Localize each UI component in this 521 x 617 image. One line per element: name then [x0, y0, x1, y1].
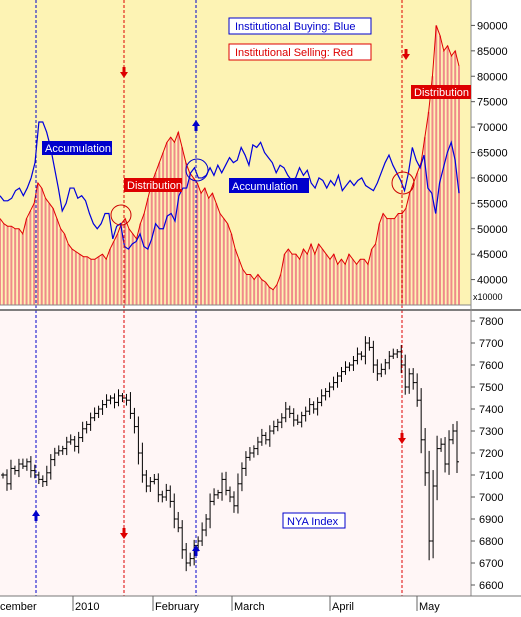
bottom-y-tick-label: 7500	[479, 382, 503, 394]
top-y-tick-label: 65000	[477, 148, 508, 160]
x-axis-label: March	[234, 601, 265, 613]
accumulation-label-1-bg	[42, 141, 112, 155]
accumulation-label-2-bg	[229, 178, 309, 193]
selling-line	[0, 25, 460, 291]
down-arrow-icon	[402, 49, 410, 60]
x-axis-label: April	[332, 601, 354, 613]
bottom-y-tick-label: 7100	[479, 470, 503, 482]
accumulation-label-2: Accumulation	[232, 181, 298, 193]
x-axis-strip	[0, 596, 471, 617]
up-arrow-icon	[32, 510, 40, 521]
down-arrow-icon	[120, 67, 128, 78]
bottom-y-tick-label: 6800	[479, 536, 503, 548]
legend-buying: Institutional Buying: Blue	[235, 21, 355, 33]
legend-selling-box	[228, 43, 372, 61]
distribution-label-2: Distribution	[414, 87, 469, 99]
annotations: Accumulation Distribution Accumulation D…	[42, 85, 471, 226]
top-y-axis: 40000 45000 50000 55000 60000 65000 70000 75000…	[471, 20, 508, 287]
distribution-label-1-bg	[124, 178, 182, 192]
top-y-tick-label: 55000	[477, 198, 508, 210]
selling-bars	[0, 25, 460, 305]
x-axis-label: 2010	[75, 601, 99, 613]
top-y-tick-label: 50000	[477, 224, 508, 236]
bottom-y-tick-label: 7300	[479, 426, 503, 438]
event-markers	[32, 49, 410, 556]
bottom-y-tick-label: 6600	[479, 580, 503, 592]
bottom-y-tick-label: 7400	[479, 404, 503, 416]
bottom-y-tick-label: 7600	[479, 360, 503, 372]
buying-line	[0, 121, 460, 250]
event-lines	[35, 0, 403, 596]
crossover-circle-2	[185, 158, 209, 182]
bottom-y-tick-label: 6700	[479, 558, 503, 570]
nya-legend-box	[282, 512, 346, 529]
nya-legend: NYA Index	[287, 516, 339, 528]
top-y-tick-label: 45000	[477, 249, 508, 261]
x-axis-label: cember	[0, 601, 37, 613]
bottom-y-tick-label: 7000	[479, 492, 503, 504]
distribution-label-2-bg	[411, 85, 471, 99]
down-arrow-icon	[398, 433, 406, 444]
bottom-y-tick-label: 7800	[479, 316, 503, 328]
bottom-panel-background	[0, 310, 471, 596]
bottom-y-tick-label: 6900	[479, 514, 503, 526]
top-y-tick-label: 70000	[477, 122, 508, 134]
top-y-tick-label: 60000	[477, 173, 508, 185]
distribution-label-1: Distribution	[127, 180, 182, 192]
legend-selling: Institutional Selling: Red	[235, 47, 353, 59]
series-lines	[0, 25, 460, 291]
crossover-circle-1	[110, 204, 132, 226]
crossover-circle-3	[391, 171, 415, 195]
legend-buying-box	[228, 17, 372, 35]
top-y-tick-label: 80000	[477, 71, 508, 83]
bottom-y-tick-label: 7700	[479, 338, 503, 350]
up-arrow-icon	[192, 545, 200, 556]
down-arrow-icon	[120, 528, 128, 539]
top-y-tick-label: 40000	[477, 275, 508, 287]
ohlc-bars	[1, 336, 459, 572]
up-arrow-icon	[192, 120, 200, 131]
accumulation-label-1: Accumulation	[45, 143, 111, 155]
top-y-tick-label: 85000	[477, 46, 508, 58]
top-y-tick-label: 90000	[477, 20, 508, 32]
bottom-y-tick-label: 7200	[479, 448, 503, 460]
x-axis-label: May	[419, 601, 440, 613]
top-y-tick-label: 75000	[477, 97, 508, 109]
y-multiplier-label: x10000	[473, 292, 503, 302]
x-axis: cember 2010 February March April May	[0, 596, 440, 613]
axis-gutter	[471, 0, 521, 617]
x-axis-label: February	[155, 601, 200, 613]
bottom-y-axis: 6600 6700 6800 6900 7000 7100 7200 7300 7400 7500…	[471, 316, 503, 592]
